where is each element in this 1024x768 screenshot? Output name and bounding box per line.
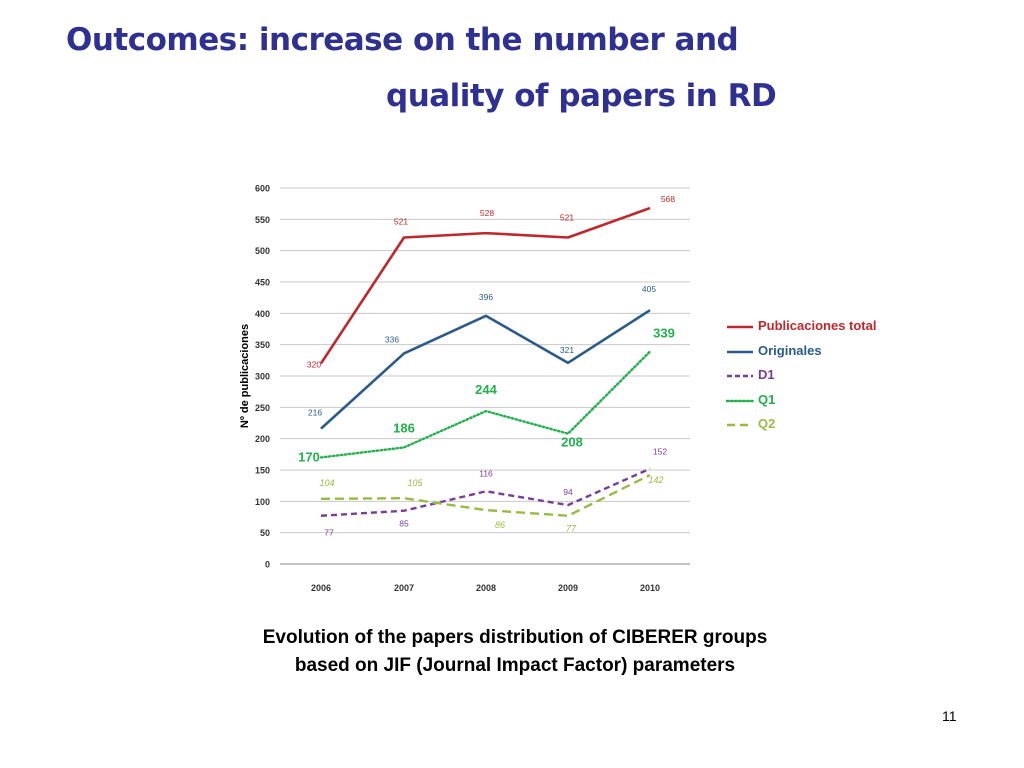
series-line-q2 [320, 473, 651, 517]
x-axis-ticks: 2006 2007 2008 2009 2010 [311, 583, 660, 593]
data-label: 105 [407, 478, 423, 488]
y-tick-label: 450 [255, 278, 270, 288]
series-line-originales [320, 309, 651, 430]
y-tick-label: 500 [255, 246, 270, 256]
data-label: 142 [648, 475, 663, 485]
legend-label: Originales [758, 342, 822, 358]
series-line-d1 [320, 467, 651, 517]
slide-title-line-1: Outcomes: increase on the number and [66, 22, 739, 58]
data-label: 568 [661, 194, 675, 204]
y-tick-label: 250 [255, 403, 270, 413]
legend-swatch [727, 325, 753, 329]
series-line-publicaciones-total [319, 206, 651, 365]
data-label: 104 [319, 478, 334, 488]
data-label: 170 [298, 449, 320, 464]
data-label: 216 [308, 408, 322, 418]
chart-series [319, 206, 652, 517]
legend-label: D1 [758, 367, 775, 382]
data-label: 77 [324, 528, 334, 538]
data-label: 186 [393, 420, 415, 435]
legend-swatch [726, 399, 754, 402]
legend-swatch [727, 350, 753, 353]
data-label: 396 [479, 292, 493, 302]
legend-label: Publicaciones total [758, 318, 877, 333]
chart-gridlines [280, 187, 690, 565]
data-label: 521 [394, 217, 408, 227]
data-labels: 320 521 528 521 568 216 336 396 321 405 77 85 116 94 1… [298, 194, 675, 538]
data-label: 521 [560, 213, 574, 223]
data-label: 320 [307, 359, 321, 369]
page-number: 11 [942, 708, 957, 724]
data-label: 405 [642, 284, 656, 294]
x-tick-label: 2010 [640, 583, 660, 593]
data-label: 152 [653, 447, 667, 457]
data-label: 94 [563, 487, 573, 497]
x-tick-label: 2009 [558, 583, 578, 593]
chart-caption: Evolution of the papers distribution of … [262, 627, 768, 676]
y-tick-label: 0 [265, 560, 270, 570]
data-label: 244 [475, 382, 497, 397]
y-tick-label: 100 [255, 497, 270, 507]
data-label: 336 [385, 334, 399, 344]
data-label: 321 [560, 345, 574, 355]
x-tick-label: 2008 [476, 583, 496, 593]
y-tick-label: 50 [260, 528, 270, 538]
y-tick-label: 150 [255, 466, 270, 476]
y-tick-label: 550 [255, 215, 270, 225]
legend-swatch [727, 423, 753, 427]
data-label: 85 [399, 519, 409, 529]
x-tick-label: 2006 [311, 583, 331, 593]
data-label: 86 [495, 520, 505, 530]
y-tick-label: 200 [255, 434, 270, 444]
y-axis-label: Nº de publicaciones [239, 324, 251, 428]
data-label: 208 [561, 435, 583, 450]
data-label: 528 [480, 208, 494, 218]
y-tick-label: 350 [255, 340, 270, 350]
series-line-q1 [319, 350, 652, 459]
y-tick-label: 400 [255, 309, 270, 319]
line-chart: 0 50 100 150 200 250 300 350 400 450 500 550 600 200… [239, 184, 690, 593]
x-tick-label: 2007 [394, 583, 414, 593]
slide-title-line-2: quality of papers in RD [386, 78, 777, 114]
y-tick-label: 300 [255, 372, 270, 382]
legend-label: Q2 [758, 416, 776, 431]
data-label: 116 [479, 468, 493, 478]
y-tick-label: 600 [255, 184, 270, 194]
legend-swatch [727, 374, 753, 378]
legend-label: Q1 [758, 391, 776, 407]
data-label: 339 [653, 326, 675, 341]
y-axis-ticks: 0 50 100 150 200 250 300 350 400 450 500 550 600 [255, 184, 270, 570]
data-label: 77 [566, 524, 577, 534]
